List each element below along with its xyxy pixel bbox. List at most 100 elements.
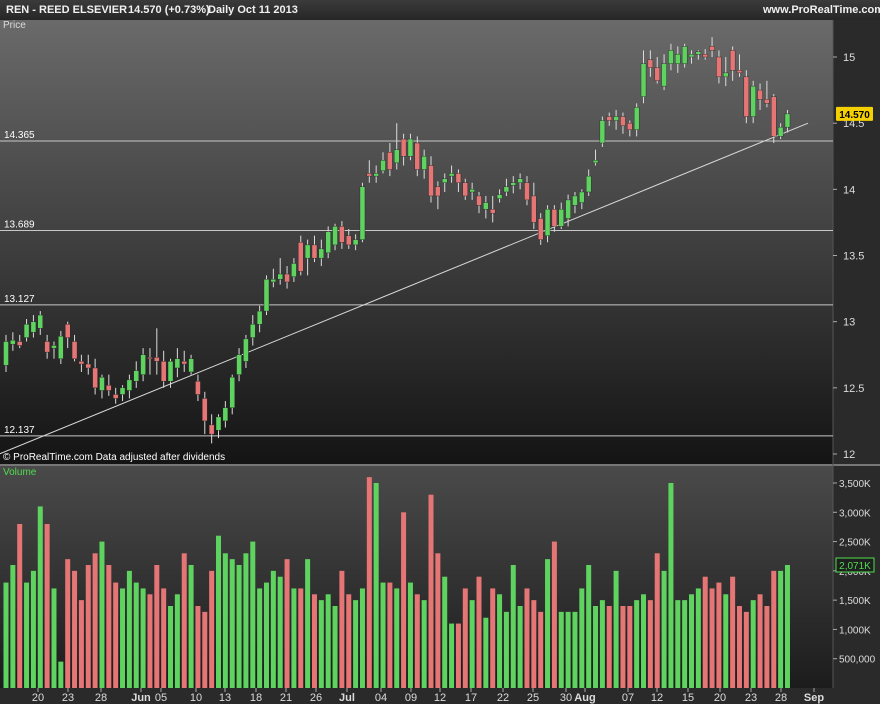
- candle-body-up: [407, 138, 414, 157]
- candle: [339, 221, 345, 249]
- candle: [572, 191, 578, 214]
- x-tick-label: 07: [622, 692, 634, 704]
- support-line-label: 14.365: [4, 130, 35, 141]
- candle: [195, 374, 201, 402]
- candle-body-down: [154, 357, 160, 362]
- volume-bar-up: [305, 559, 311, 688]
- candle-body-down: [654, 67, 660, 82]
- candle: [167, 358, 174, 388]
- volume-bar-up: [503, 611, 509, 688]
- volume-tick-label: 500,000: [839, 655, 876, 666]
- price-tick-label: 12.5: [843, 383, 864, 395]
- candle-body-up: [448, 173, 455, 177]
- candle-body-up: [723, 72, 729, 78]
- current-volume-value: 2,071K: [839, 561, 871, 572]
- candle-body-down: [181, 361, 187, 365]
- current-volume-badge: [835, 557, 875, 573]
- candle: [681, 43, 688, 68]
- candle-body-down: [414, 142, 420, 170]
- x-tick-label: 18: [250, 692, 262, 704]
- candle-body-up: [133, 370, 139, 382]
- volume-bar-up: [695, 588, 701, 688]
- volume-bar-down: [154, 565, 160, 688]
- candle-body-down: [524, 182, 530, 201]
- support-line-label: 13.127: [4, 294, 35, 305]
- volume-bar-down: [730, 576, 736, 688]
- candle-body-up: [394, 149, 400, 164]
- volume-bar-down: [65, 559, 71, 688]
- volume-bar-down: [401, 512, 407, 688]
- candle-body-up: [380, 160, 386, 172]
- x-tick-label: 23: [745, 692, 757, 704]
- x-tick-label: 21: [280, 692, 292, 704]
- candle-body-down: [106, 384, 112, 391]
- volume-bar-up: [126, 570, 132, 688]
- candle-body-up: [613, 116, 619, 121]
- candle: [640, 50, 647, 104]
- candle: [771, 94, 777, 144]
- volume-bar-down: [17, 524, 23, 688]
- volume-bar-up: [497, 594, 503, 688]
- x-tick-label: Sep: [804, 692, 824, 704]
- candle: [743, 70, 750, 124]
- candle: [44, 334, 50, 359]
- website-link[interactable]: www.ProRealTime.com: [763, 4, 880, 16]
- volume-tick-label: 1,000K: [839, 625, 871, 636]
- volume-bar-down: [435, 553, 441, 688]
- candle-body-up: [167, 361, 174, 382]
- candle: [469, 182, 475, 200]
- candle-body-up: [750, 85, 756, 117]
- candle-body-down: [400, 138, 407, 157]
- candle: [256, 305, 263, 333]
- candle-body-down: [428, 165, 434, 197]
- volume-bar-down: [195, 606, 201, 688]
- candle-body-up: [496, 194, 503, 199]
- candle: [599, 116, 606, 147]
- candle-body-down: [606, 116, 612, 121]
- volume-bar-up: [593, 606, 599, 688]
- candle-body-up: [30, 321, 37, 333]
- candle-body-down: [743, 76, 750, 117]
- candle: [284, 266, 290, 289]
- candle-body-up: [256, 310, 263, 325]
- volume-bar-up: [723, 594, 729, 688]
- volume-bar-up: [689, 594, 694, 688]
- volume-bar-up: [318, 600, 324, 688]
- candle-body-down: [764, 99, 770, 104]
- candle-body-up: [675, 54, 681, 64]
- volume-bar-up: [51, 588, 57, 688]
- volume-bar-up: [291, 588, 297, 688]
- volume-bar-up: [24, 582, 30, 688]
- x-tick-label: Aug: [574, 692, 595, 704]
- volume-bar-up: [222, 553, 228, 688]
- candle: [695, 50, 702, 60]
- volume-bar-up: [263, 582, 269, 688]
- candle: [606, 112, 612, 126]
- volume-bar-up: [99, 541, 105, 688]
- price-tick-label: 14: [843, 184, 855, 196]
- candle: [716, 50, 722, 84]
- candle-body-down: [537, 218, 544, 240]
- volume-tick-label: 2,500K: [839, 538, 871, 549]
- volume-bar-down: [620, 606, 626, 688]
- volume-bar-up: [784, 565, 790, 688]
- volume-bar-up: [675, 600, 681, 688]
- candle: [23, 319, 30, 342]
- x-tick-label: Jul: [339, 692, 355, 704]
- candle: [503, 178, 510, 196]
- candle: [544, 205, 551, 243]
- candle: [565, 194, 571, 227]
- candle-body-down: [17, 341, 23, 346]
- price-tick-label: 15: [843, 52, 855, 64]
- volume-bar-down: [78, 600, 84, 688]
- candle-body-up: [236, 354, 242, 375]
- volume-bar-up: [469, 600, 475, 688]
- volume-bar-up: [37, 506, 43, 688]
- volume-bar-up: [599, 600, 605, 688]
- candle-body-up: [503, 186, 510, 193]
- candle-body-down: [298, 242, 304, 272]
- instrument-title: REN - REED ELSEVIER: [6, 4, 128, 16]
- candle-body-down: [92, 367, 98, 389]
- candle-body-down: [716, 56, 722, 78]
